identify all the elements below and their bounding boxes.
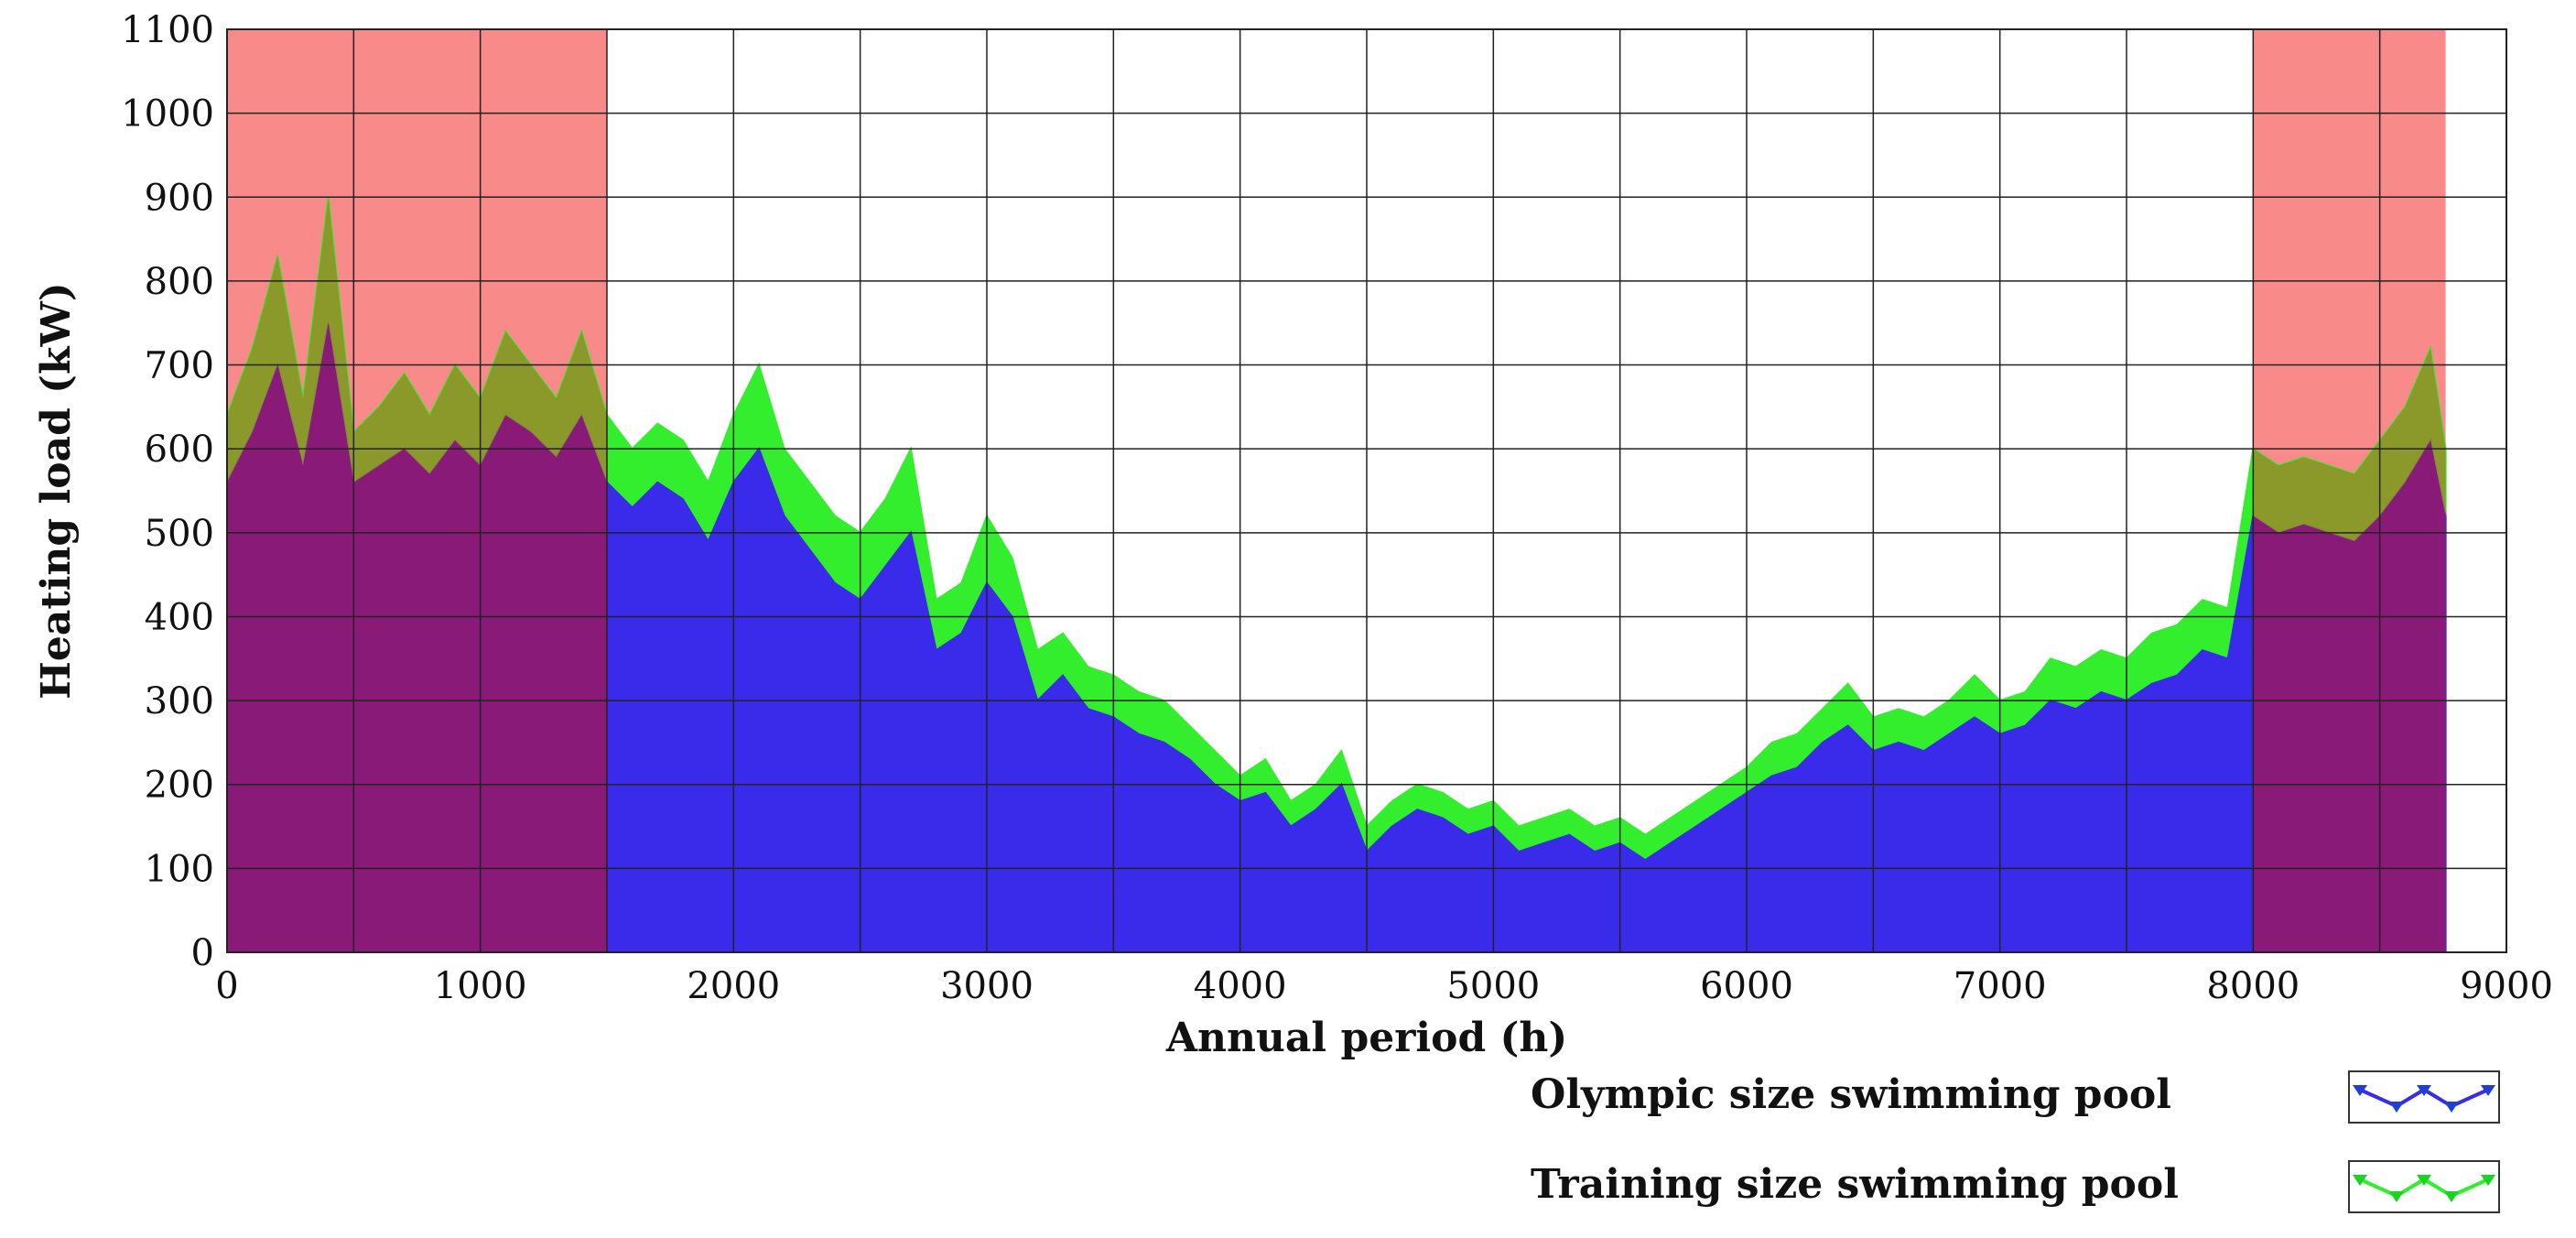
y-tick-label: 700 <box>145 345 214 387</box>
y-tick-label: 800 <box>145 261 214 303</box>
y-tick-label: 500 <box>145 513 214 555</box>
season-overlay-1 <box>2253 440 2446 952</box>
season-band-0 <box>227 197 607 483</box>
x-tick-label: 8000 <box>2206 965 2300 1007</box>
y-tick-labels: 0 100 200 300 400 500 600 700 800 900 1000 1100 <box>121 9 214 974</box>
x-axis-title: Annual period (h) <box>1165 1015 1567 1061</box>
y-tick-label: 1100 <box>121 9 214 51</box>
legend-marker <box>2353 1175 2367 1186</box>
legend-marker <box>2389 1191 2404 1202</box>
legend-swatch-0 <box>2348 1070 2500 1124</box>
y-tick-label: 900 <box>145 177 214 219</box>
x-tick-label: 0 <box>215 965 238 1007</box>
y-tick-label: 0 <box>191 932 214 974</box>
legend-marker <box>2481 1175 2495 1186</box>
y-axis-title: Heating load (kW) <box>33 282 80 699</box>
x-tick-label: 7000 <box>1954 965 2047 1007</box>
legend-marker <box>2481 1085 2495 1096</box>
legend-marker <box>2444 1191 2459 1202</box>
legend-swatch-1 <box>2348 1160 2500 1213</box>
legend-marker <box>2389 1102 2404 1113</box>
y-tick-label: 200 <box>145 765 214 807</box>
legend-marker <box>2417 1175 2431 1186</box>
x-tick-label: 5000 <box>1446 965 1540 1007</box>
y-tick-label: 1000 <box>121 93 214 136</box>
legend-marker <box>2417 1085 2431 1096</box>
legend: Olympic size swimming pool Training size … <box>1531 1070 2500 1213</box>
x-tick-label: 3000 <box>940 965 1034 1007</box>
series-areas <box>226 197 2447 953</box>
legend-label-0: Olympic size swimming pool <box>1531 1071 2171 1118</box>
y-tick-label: 600 <box>145 429 214 471</box>
y-tick-label: 100 <box>145 848 214 890</box>
legend-marker <box>2444 1102 2459 1113</box>
legend-marker <box>2353 1085 2367 1096</box>
x-tick-label: 2000 <box>687 965 780 1007</box>
x-tick-label: 4000 <box>1194 965 1287 1007</box>
legend-label-1: Training size swimming pool <box>1531 1161 2179 1208</box>
season-band-1 <box>2253 348 2446 541</box>
y-tick-label: 400 <box>145 596 214 638</box>
plot-frame <box>226 28 2507 953</box>
season-overlay-0 <box>227 322 607 952</box>
x-tick-labels: 0 1000 2000 3000 4000 5000 6000 7000 8000 9000 <box>215 965 2553 1007</box>
x-tick-label: 1000 <box>434 965 527 1007</box>
y-tick-label: 300 <box>145 680 214 722</box>
x-tick-label: 9000 <box>2460 965 2553 1007</box>
x-tick-label: 6000 <box>1700 965 1793 1007</box>
